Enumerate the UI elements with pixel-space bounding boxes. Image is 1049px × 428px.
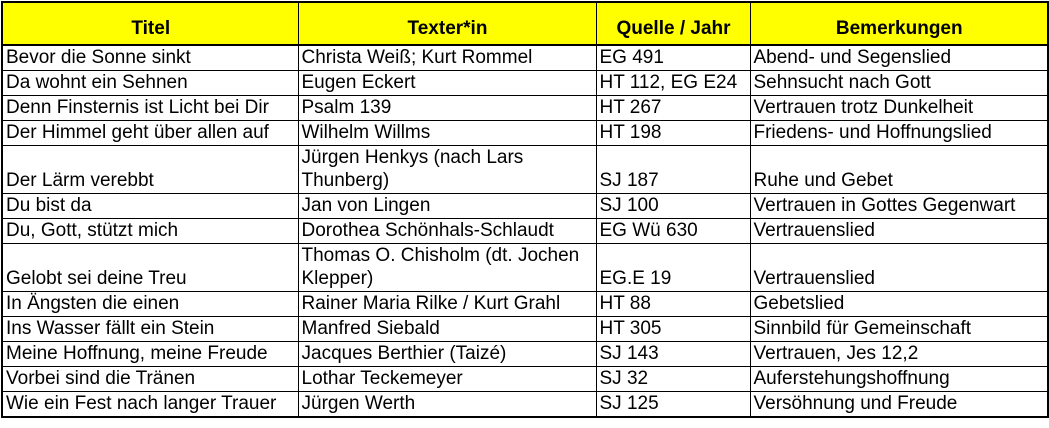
cell-bemerkung: Gebetslied (749, 291, 1049, 317)
cell-titel: Da wohnt ein Sehnen (1, 70, 299, 96)
table-row: Denn Finsternis ist Licht bei Dir Psalm … (1, 95, 1049, 121)
cell-texter: Psalm 139 (297, 95, 597, 121)
table-row: Gelobt sei deine Treu Thomas O. Chisholm… (1, 243, 1049, 292)
cell-quelle: HT 305 (595, 316, 751, 342)
cell-titel: Du bist da (1, 193, 299, 219)
cell-bemerkung: Vertrauenslied (749, 218, 1049, 244)
cell-titel: Vorbei sind die Tränen (1, 366, 299, 392)
table-row: Du, Gott, stützt mich Dorothea Schönhals… (1, 218, 1049, 244)
cell-bemerkung: Friedens- und Hoffnungslied (749, 120, 1049, 146)
cell-titel: Du, Gott, stützt mich (1, 218, 299, 244)
table-row: Der Himmel geht über allen auf Wilhelm W… (1, 120, 1049, 146)
cell-quelle: SJ 100 (595, 193, 751, 219)
column-header-texterin: Texter*in (297, 1, 597, 46)
cell-quelle: EG Wü 630 (595, 218, 751, 244)
table-row: Du bist da Jan von Lingen SJ 100 Vertrau… (1, 193, 1049, 219)
cell-bemerkung: Vertrauen, Jes 12,2 (749, 341, 1049, 367)
cell-texter: Rainer Maria Rilke / Kurt Grahl (297, 291, 597, 317)
cell-texter: Jürgen Werth (297, 391, 597, 418)
cell-bemerkung: Sehnsucht nach Gott (749, 70, 1049, 96)
cell-titel: Denn Finsternis ist Licht bei Dir (1, 95, 299, 121)
cell-quelle: SJ 32 (595, 366, 751, 392)
cell-bemerkung: Vertrauenslied (749, 243, 1049, 292)
cell-titel: Der Himmel geht über allen auf (1, 120, 299, 146)
table-row: Vorbei sind die Tränen Lothar Teckemeyer… (1, 366, 1049, 392)
cell-quelle: HT 112, EG E24 (595, 70, 751, 96)
cell-titel: Gelobt sei deine Treu (1, 243, 299, 292)
song-list-table: Titel Texter*in Quelle / Jahr Bemerkunge… (1, 1, 1049, 418)
cell-texter: Jürgen Henkys (nach Lars Thunberg) (297, 145, 597, 194)
cell-quelle: HT 267 (595, 95, 751, 121)
table-row: Ins Wasser fällt ein Stein Manfred Sieba… (1, 316, 1049, 342)
cell-texter: Thomas O. Chisholm (dt. Jochen Klepper) (297, 243, 597, 292)
cell-texter: Jan von Lingen (297, 193, 597, 219)
cell-texter: Lothar Teckemeyer (297, 366, 597, 392)
table-row: In Ängsten die einen Rainer Maria Rilke … (1, 291, 1049, 317)
cell-texter: Manfred Siebald (297, 316, 597, 342)
cell-titel: Wie ein Fest nach langer Trauer (1, 391, 299, 418)
cell-bemerkung: Abend- und Segenslied (749, 44, 1049, 71)
table-row: Meine Hoffnung, meine Freude Jacques Ber… (1, 341, 1049, 367)
cell-titel: Ins Wasser fällt ein Stein (1, 316, 299, 342)
cell-quelle: SJ 187 (595, 145, 751, 194)
cell-texter: Wilhelm Willms (297, 120, 597, 146)
cell-bemerkung: Auferstehungshoffnung (749, 366, 1049, 392)
cell-titel: In Ängsten die einen (1, 291, 299, 317)
header-row: Titel Texter*in Quelle / Jahr Bemerkunge… (1, 1, 1049, 46)
cell-titel: Meine Hoffnung, meine Freude (1, 341, 299, 367)
cell-quelle: EG 491 (595, 44, 751, 71)
cell-quelle: HT 198 (595, 120, 751, 146)
cell-texter: Dorothea Schönhals-Schlaudt (297, 218, 597, 244)
column-header-titel: Titel (1, 1, 299, 46)
table-row: Der Lärm verebbt Jürgen Henkys (nach Lar… (1, 145, 1049, 194)
table-row: Wie ein Fest nach langer Trauer Jürgen W… (1, 391, 1049, 418)
cell-titel: Der Lärm verebbt (1, 145, 299, 194)
cell-quelle: EG.E 19 (595, 243, 751, 292)
cell-texter: Christa Weiß; Kurt Rommel (297, 44, 597, 71)
cell-bemerkung: Vertrauen in Gottes Gegenwart (749, 193, 1049, 219)
cell-bemerkung: Vertrauen trotz Dunkelheit (749, 95, 1049, 121)
cell-bemerkung: Ruhe und Gebet (749, 145, 1049, 194)
column-header-bemerkungen: Bemerkungen (749, 1, 1049, 46)
cell-quelle: SJ 125 (595, 391, 751, 418)
cell-bemerkung: Sinnbild für Gemeinschaft (749, 316, 1049, 342)
column-header-quelle-jahr: Quelle / Jahr (595, 1, 751, 46)
table-row: Da wohnt ein Sehnen Eugen Eckert HT 112,… (1, 70, 1049, 96)
cell-texter: Jacques Berthier (Taizé) (297, 341, 597, 367)
table-row: Bevor die Sonne sinkt Christa Weiß; Kurt… (1, 44, 1049, 71)
cell-quelle: HT 88 (595, 291, 751, 317)
table-body: Bevor die Sonne sinkt Christa Weiß; Kurt… (1, 44, 1049, 418)
table-header: Titel Texter*in Quelle / Jahr Bemerkunge… (1, 1, 1049, 46)
cell-bemerkung: Versöhnung und Freude (749, 391, 1049, 418)
cell-texter: Eugen Eckert (297, 70, 597, 96)
cell-quelle: SJ 143 (595, 341, 751, 367)
cell-titel: Bevor die Sonne sinkt (1, 44, 299, 71)
